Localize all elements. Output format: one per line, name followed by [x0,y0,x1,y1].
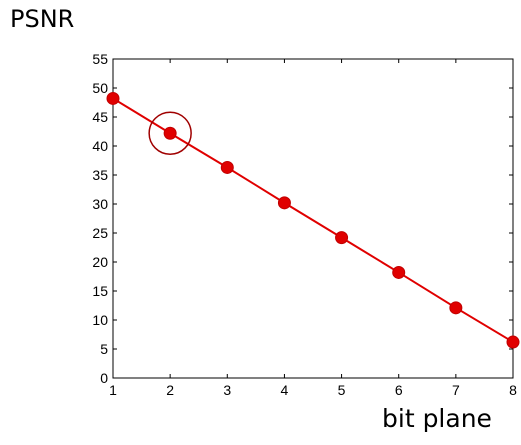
plot-frame [112,58,514,379]
y-tick-label: 15 [92,283,108,299]
x-axis-label: bit plane [382,404,492,433]
highlight-circle [148,111,192,155]
y-tick-label: 35 [92,167,108,183]
y-tick-label: 30 [92,196,108,212]
y-tick-label: 50 [92,80,108,96]
annotation-layer [148,111,192,155]
series-line [112,97,514,343]
data-point [277,196,291,210]
x-tick-label: 7 [452,382,460,398]
x-tick-label: 4 [281,382,289,398]
series-layer [106,91,520,349]
y-tick-label: 45 [92,109,108,125]
data-point [506,335,520,349]
y-tick-label: 25 [92,225,108,241]
x-tick-label: 6 [395,382,403,398]
y-tick-label: 0 [100,370,108,386]
y-axis-label: PSNR [10,5,75,33]
y-tick-label: 5 [100,341,108,357]
y-tick-label: 20 [92,254,108,270]
y-tick-label: 40 [92,138,108,154]
data-point [392,265,406,279]
x-tick-label: 8 [509,382,517,398]
x-tick-label: 1 [109,382,117,398]
data-point [449,301,463,315]
data-point [163,126,177,140]
data-point [220,160,234,174]
x-tick-label: 5 [338,382,346,398]
data-point [106,91,120,105]
y-tick-label: 55 [92,51,108,67]
y-tick-label: 10 [92,312,108,328]
x-tick-label: 3 [223,382,231,398]
data-point [335,231,349,245]
x-tick-label: 2 [166,382,174,398]
